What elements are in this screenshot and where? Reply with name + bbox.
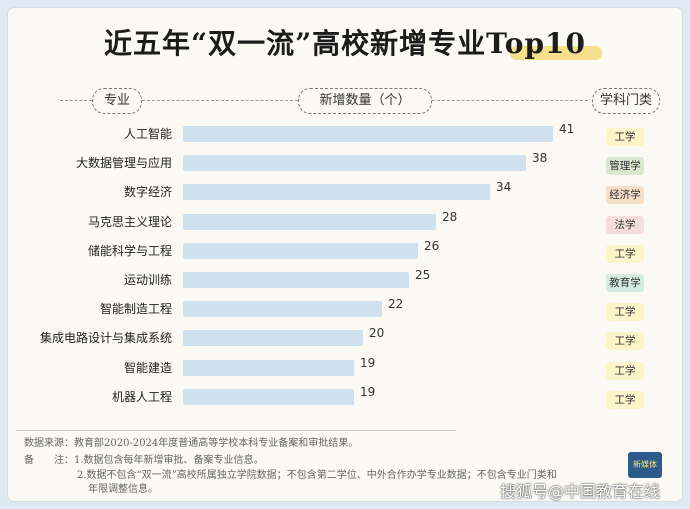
header-divider-mid xyxy=(142,100,298,101)
bar-value-label: 20 xyxy=(369,326,385,340)
bar-value-label: 22 xyxy=(388,297,404,311)
chart-title: 近五年“双一流”高校新增专业Top10 xyxy=(103,27,587,60)
bar xyxy=(183,184,490,200)
discipline-badge: 教育学 xyxy=(606,274,644,292)
bar-value-label: 34 xyxy=(496,180,512,194)
bar xyxy=(183,301,382,317)
bar xyxy=(183,389,354,405)
media-logo: 新媒体 xyxy=(628,452,662,478)
source-note: 数据来源：教育部2020-2024年度普通高等学校本科专业备案和审批结果。 xyxy=(24,438,359,449)
bar xyxy=(183,155,526,171)
bar xyxy=(183,330,363,346)
bar-value-label: 19 xyxy=(360,356,376,370)
category-label: 马克思主义理论 xyxy=(87,215,172,229)
discipline-badge: 工学 xyxy=(606,362,644,380)
discipline-badge: 工学 xyxy=(606,245,644,263)
category-label: 集成电路设计与集成系统 xyxy=(39,331,172,345)
bar-value-label: 25 xyxy=(415,268,431,282)
category-label: 智能建造 xyxy=(123,361,172,375)
discipline-badge: 管理学 xyxy=(606,157,644,175)
bar xyxy=(183,272,409,288)
header-divider-left xyxy=(60,100,92,101)
category-label: 智能制造工程 xyxy=(99,302,172,316)
category-label: 储能科学与工程 xyxy=(87,244,172,258)
bar xyxy=(183,243,418,259)
discipline-badge: 工学 xyxy=(606,303,644,321)
count-header: 新增数量（个） xyxy=(298,88,432,114)
discipline-badge: 工学 xyxy=(606,332,644,350)
bar-value-label: 19 xyxy=(360,385,376,399)
major-header: 专业 xyxy=(92,88,142,114)
discipline-badge: 工学 xyxy=(606,128,644,146)
remark-note-3: 年限调整信息。 xyxy=(88,484,158,495)
bar-value-label: 26 xyxy=(424,239,440,253)
remark-note-1: 备 注：1.数据包含每年新增审批、备案专业信息。 xyxy=(24,455,264,466)
category-label: 数字经济 xyxy=(123,185,172,199)
footnote-divider xyxy=(16,430,456,431)
category-label: 运动训练 xyxy=(123,273,172,287)
header-divider-right xyxy=(432,100,588,101)
remark-note-2: 2.数据不包含“双一流”高校所属独立学院数据；不包含第二学位、中外合作办学专业数… xyxy=(77,470,557,481)
category-header: 学科门类 xyxy=(592,88,660,114)
discipline-badge: 法学 xyxy=(606,216,644,234)
bar-value-label: 28 xyxy=(442,210,458,224)
bar xyxy=(183,360,354,376)
bar-value-label: 38 xyxy=(532,151,548,165)
bar xyxy=(183,126,553,142)
category-label: 人工智能 xyxy=(123,127,172,141)
discipline-badge: 工学 xyxy=(606,391,644,409)
watermark: 搜狐号@中国教育在线 xyxy=(500,482,661,501)
bar-value-label: 41 xyxy=(559,122,575,136)
bar xyxy=(183,214,436,230)
category-label: 机器人工程 xyxy=(111,390,172,404)
category-label: 大数据管理与应用 xyxy=(75,156,172,170)
discipline-badge: 经济学 xyxy=(606,186,644,204)
title-highlight xyxy=(510,46,602,60)
